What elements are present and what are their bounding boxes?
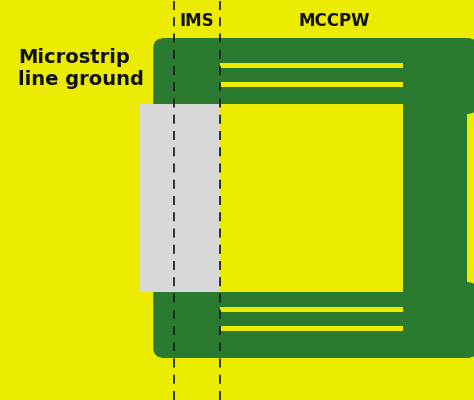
- Bar: [219, 326, 402, 331]
- Text: Microstrip
line ground: Microstrip line ground: [18, 48, 144, 89]
- Text: IMS: IMS: [179, 12, 214, 30]
- FancyBboxPatch shape: [153, 38, 474, 114]
- Bar: [316, 48, 466, 104]
- Bar: [139, 104, 219, 292]
- Bar: [219, 307, 402, 312]
- Bar: [219, 104, 402, 292]
- Bar: [219, 63, 402, 68]
- Bar: [219, 82, 402, 87]
- Bar: [402, 48, 466, 348]
- FancyBboxPatch shape: [153, 282, 474, 358]
- Text: Capacitor: Capacitor: [197, 212, 334, 248]
- Text: MCCPW: MCCPW: [298, 12, 370, 30]
- Bar: [316, 292, 466, 348]
